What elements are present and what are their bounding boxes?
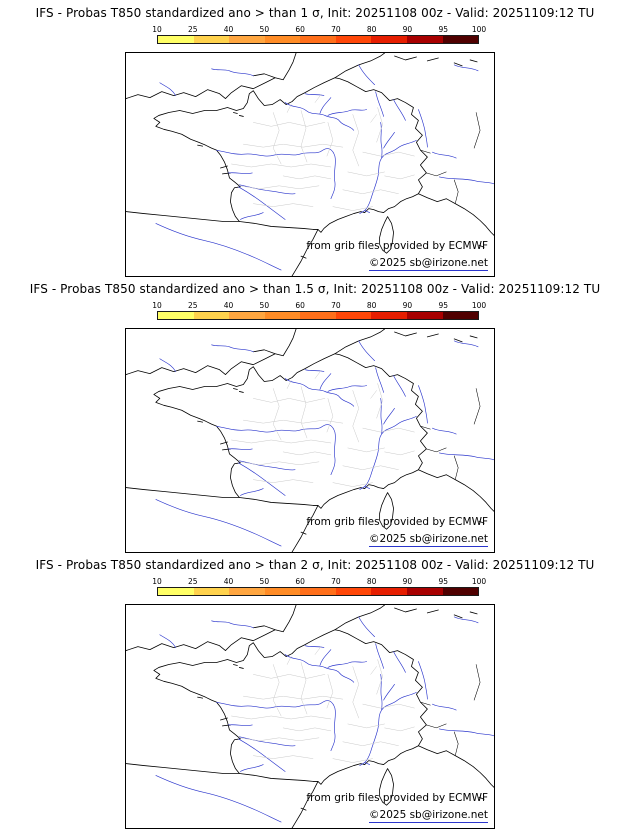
colorbar-tick: 60 [295,577,305,586]
probability-colorbar: 10 25 40 50 60 70 80 90 95 100 [152,301,486,320]
attribution-ecmwf: from grib files provided by ECMWF [306,792,488,804]
colorbar-gradient [157,35,479,44]
colorbar-segment [371,588,407,595]
map-france: from grib files provided by ECMWF ©2025 … [125,328,495,553]
colorbar-segment [229,588,265,595]
colorbar-tick: 10 [152,577,162,586]
colorbar-tick: 70 [331,25,341,34]
colorbar-segment [371,36,407,43]
colorbar-segment [158,588,194,595]
colorbar-segment [193,588,230,595]
colorbar-tick-labels: 10 25 40 50 60 70 80 90 95 100 [152,301,486,310]
colorbar-segment [300,312,336,319]
colorbar-tick: 25 [187,577,198,586]
colorbar-tick: 90 [402,301,413,310]
colorbar-tick: 25 [187,301,198,310]
colorbar-tick: 95 [438,25,448,34]
colorbar-segment [442,312,479,319]
colorbar-tick: 80 [366,301,377,310]
colorbar-segment [229,312,265,319]
colorbar-tick: 10 [152,25,162,34]
colorbar-tick: 100 [471,25,487,34]
attribution-ecmwf: from grib files provided by ECMWF [306,516,488,528]
colorbar-segment [442,36,479,43]
colorbar-segment [193,36,230,43]
colorbar-tick: 50 [259,577,270,586]
colorbar-tick: 60 [295,301,305,310]
colorbar-segment [335,588,372,595]
colorbar-tick-labels: 10 25 40 50 60 70 80 90 95 100 [152,25,486,34]
colorbar-tick: 100 [471,301,487,310]
colorbar-segment [264,36,301,43]
colorbar-tick: 60 [295,25,305,34]
colorbar-segment [442,588,479,595]
colorbar-segment [300,588,336,595]
probability-colorbar: 10 25 40 50 60 70 80 90 95 100 [152,577,486,596]
colorbar-segment [264,588,301,595]
colorbar-segment [371,312,407,319]
map-france: from grib files provided by ECMWF ©2025 … [125,604,495,829]
colorbar-segment [300,36,336,43]
colorbar-tick: 100 [471,577,487,586]
colorbar-tick: 70 [331,301,341,310]
colorbar-tick-labels: 10 25 40 50 60 70 80 90 95 100 [152,577,486,586]
colorbar-segment [335,312,372,319]
colorbar-tick: 80 [366,25,377,34]
attribution-copyright: ©2025 sb@irizone.net [369,533,488,547]
panel-title: IFS - Probas T850 standardized ano > tha… [35,6,595,20]
panel-title: IFS - Probas T850 standardized ano > tha… [35,558,595,572]
attribution-copyright: ©2025 sb@irizone.net [369,257,488,271]
map-france: from grib files provided by ECMWF ©2025 … [125,52,495,277]
colorbar-segment [335,36,372,43]
colorbar-tick: 50 [259,301,270,310]
colorbar-segment [406,588,443,595]
forecast-panel-1sigma: IFS - Probas T850 standardized ano > tha… [0,0,630,277]
colorbar-gradient [157,311,479,320]
colorbar-segment [193,312,230,319]
forecast-panel-2sigma: IFS - Probas T850 standardized ano > tha… [0,552,630,829]
colorbar-tick: 70 [331,577,341,586]
colorbar-tick: 40 [223,25,234,34]
colorbar-segment [406,312,443,319]
colorbar-tick: 90 [402,577,413,586]
colorbar-tick: 40 [223,301,234,310]
colorbar-tick: 25 [187,25,198,34]
attribution-ecmwf: from grib files provided by ECMWF [306,240,488,252]
colorbar-segment [158,36,194,43]
forecast-panel-1-5sigma: IFS - Probas T850 standardized ano > tha… [0,276,630,553]
colorbar-segment [406,36,443,43]
colorbar-tick: 80 [366,577,377,586]
colorbar-tick: 10 [152,301,162,310]
colorbar-tick: 95 [438,577,448,586]
colorbar-segment [158,312,194,319]
probability-colorbar: 10 25 40 50 60 70 80 90 95 100 [152,25,486,44]
colorbar-tick: 90 [402,25,413,34]
colorbar-tick: 40 [223,577,234,586]
attribution-copyright: ©2025 sb@irizone.net [369,809,488,823]
panel-title: IFS - Probas T850 standardized ano > tha… [29,282,601,296]
colorbar-segment [264,312,301,319]
colorbar-gradient [157,587,479,596]
colorbar-tick: 95 [438,301,448,310]
colorbar-segment [229,36,265,43]
colorbar-tick: 50 [259,25,270,34]
